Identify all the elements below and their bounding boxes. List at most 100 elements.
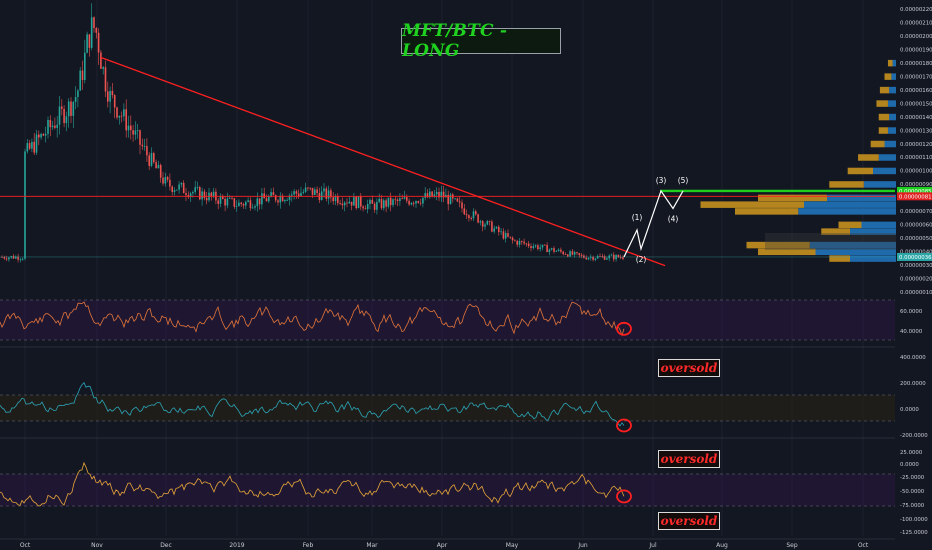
price-tick-label: 0.00000020 [900,277,932,283]
candle [162,172,164,186]
candle [12,254,15,259]
candle-body [472,211,475,219]
candle-body [19,259,22,260]
candle [553,246,555,254]
candle-body [40,133,42,138]
candle [424,186,426,201]
volume-profile-gold-bar [758,248,816,256]
candle-body [118,115,121,118]
candle [47,116,49,139]
candle-body [251,207,254,209]
candle [21,257,24,261]
candle-body [507,233,509,237]
candle-body [470,218,472,219]
candle-body [67,101,70,117]
candle-body [199,187,201,200]
candle-body [560,249,562,252]
volume-profile-dim-band [765,233,896,250]
candle [495,226,498,230]
candle [532,243,535,250]
candle [153,151,155,164]
candle-body [334,196,337,202]
candle-body [279,195,282,203]
candle-body [210,192,213,196]
candle-body [169,179,171,187]
candle [555,250,558,252]
candle-body [442,191,445,198]
candle [155,159,157,169]
candle [182,180,185,194]
volume-profile-gold-bar [746,241,810,249]
candle-body [571,251,574,255]
candle [318,187,321,203]
candle-body [148,155,150,166]
candle [362,204,364,212]
candle [573,250,576,258]
candle [33,132,35,155]
indicator-tick-label: -75.0000 [900,503,925,509]
candle-body [323,188,325,192]
candle-body [493,228,495,232]
x-tick-label: Apr [437,542,448,549]
candle [544,244,546,246]
candle [109,86,111,114]
candle [608,254,610,262]
price-tick-label: 0.00000170 [900,74,932,80]
candle-body [21,258,24,260]
candle [592,255,594,262]
candle-body [557,249,560,251]
candle-body [47,119,49,134]
x-tick-label: Aug [716,542,728,549]
candle-body [268,196,270,202]
candle-body [366,203,369,210]
candle [238,199,240,207]
candle-body [429,191,431,198]
candle-body [93,17,95,29]
candle-body [534,245,537,247]
candle-body [88,34,91,48]
candle-body [70,101,72,116]
candle [484,222,486,230]
volume-profile-gold-bar [878,113,890,121]
candle-body [26,143,29,152]
candle-body [256,198,259,207]
candle-body [371,199,374,204]
candle-body [153,153,155,163]
candle-body [33,141,35,153]
candle [309,187,311,191]
candle [95,26,98,39]
candle-body [31,141,33,149]
elliott-wave-label: (4) [668,214,679,223]
candle-body [573,252,576,255]
candle [387,197,390,209]
price-tick-label: 0.00000040 [900,250,932,256]
candle [599,253,601,257]
x-tick-label: Nov [91,542,103,549]
candle [580,252,583,259]
candle [19,257,22,263]
candle [376,198,378,215]
candle-body [307,187,309,189]
indicator-line [0,301,625,337]
x-tick-label: Oct [858,542,869,549]
candle [470,216,472,221]
candle-body [555,250,558,252]
green-price-badge: 0.00000085 [899,189,932,195]
candle [40,132,42,140]
candle-body [258,198,261,205]
candle-body [107,91,109,102]
candle-body [8,257,10,260]
candle-body [521,240,523,242]
candle [136,123,139,139]
candle-body [125,109,127,131]
candle [475,209,477,216]
indicator-tick-label: -50.0000 [900,489,925,495]
x-tick-label: Jul [648,542,657,549]
candle-body [245,201,247,206]
candle-body [274,195,277,201]
candle [560,247,562,254]
candle-body [97,32,100,53]
candle-body [109,90,111,102]
candle [256,192,259,212]
candle-body [136,130,139,132]
